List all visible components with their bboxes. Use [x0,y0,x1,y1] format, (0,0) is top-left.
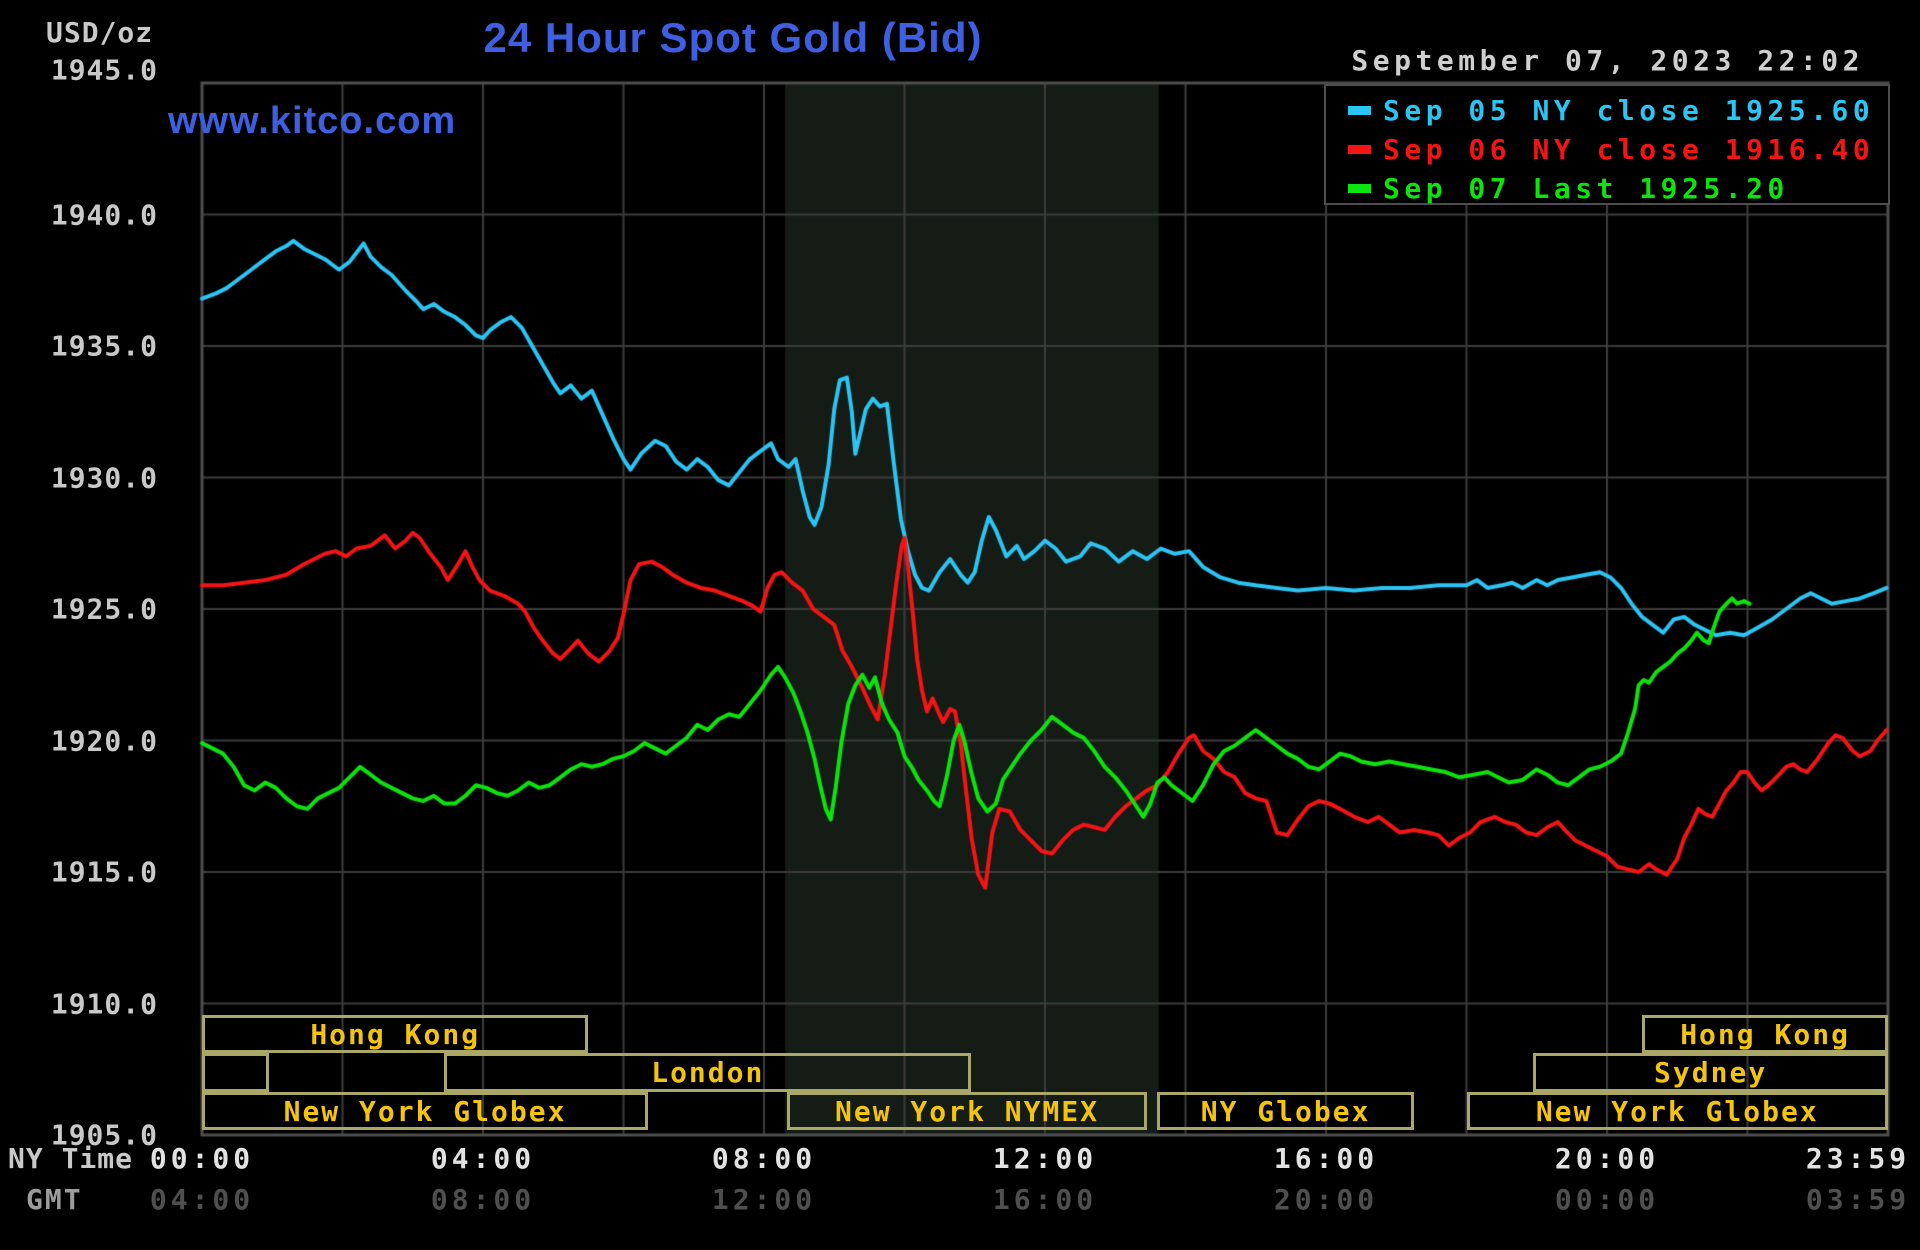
session-box-new-york-globex: New York Globex [1466,1092,1888,1130]
session-box-new-york-globex: New York Globex [202,1092,649,1130]
session-label: New York NYMEX [835,1094,1100,1128]
ny-time-tick-label: 23:59 [1805,1142,1911,1175]
chart-timestamp: September 07, 2023 22:02 [1351,44,1864,77]
y-axis-tick-label: 1940.0 [50,198,158,231]
legend-dash-swatch [1348,145,1371,154]
session-box-hong-kong: Hong Kong [1642,1015,1888,1053]
y-axis-tick-label: 1945.0 [50,53,158,87]
gmt-tick-label: 12:00 [711,1183,817,1216]
gmt-tick-label: 20:00 [1273,1183,1379,1216]
session-box [202,1053,269,1092]
session-box-sydney: Sydney [1533,1053,1888,1092]
session-box-london: London [444,1053,972,1092]
y-axis-tick-label: 1910.0 [50,987,158,1020]
legend-dash-swatch [1348,184,1371,193]
gmt-tick-label: 03:59 [1805,1183,1911,1216]
ny-time-tick-label: 20:00 [1554,1142,1660,1175]
y-axis-tick-label: 1920.0 [50,724,158,757]
page-title: 24 Hour Spot Gold (Bid) [483,14,983,61]
gmt-tick-label: 08:00 [430,1183,536,1216]
session-box-hong-kong: Hong Kong [202,1015,589,1053]
ny-time-tick-label: 08:00 [711,1142,817,1175]
legend-item-label: Sep 05 NY close 1925.60 [1383,94,1875,127]
y-axis-tick-label: 1925.0 [50,592,158,626]
y-axis-tick-label: 1915.0 [50,855,158,889]
session-label: New York Globex [1535,1094,1819,1128]
legend-item-label: Sep 07 Last 1925.20 [1383,172,1789,205]
ny-time-tick-label: 00:00 [149,1142,255,1175]
session-label: London [651,1056,765,1089]
session-label: NY Globex [1200,1094,1371,1128]
ny-time-axis-label: NY Time [8,1142,134,1175]
session-label: Hong Kong [1680,1017,1850,1051]
session-box-ny-globex: NY Globex [1157,1092,1414,1130]
legend-dash-swatch [1348,106,1371,115]
session-label: New York Globex [283,1094,567,1128]
y-axis-tick-label: 1935.0 [50,329,158,363]
session-box-new-york-nymex: New York NYMEX [787,1092,1147,1130]
y-axis-units-label: USD/oz [46,16,154,49]
session-label: Hong Kong [310,1017,481,1051]
legend-item: Sep 06 NY close 1916.40 [1326,129,1888,170]
y-axis-tick-label: 1905.0 [50,1118,158,1152]
legend-item-label: Sep 06 NY close 1916.40 [1383,133,1875,166]
gmt-axis-label: GMT [26,1183,83,1216]
gmt-tick-label: 00:00 [1554,1183,1660,1216]
legend-box: Sep 05 NY close 1925.60 Sep 06 NY close 1… [1324,84,1890,205]
gmt-tick-label: 16:00 [992,1183,1098,1216]
legend-item: Sep 07 Last 1925.20 [1326,168,1888,209]
ny-time-tick-label: 04:00 [430,1142,536,1175]
legend-item: Sep 05 NY close 1925.60 [1326,90,1888,131]
gmt-tick-label: 04:00 [149,1183,255,1216]
session-label: Sydney [1654,1056,1768,1089]
y-axis-tick-label: 1930.0 [50,461,158,494]
kitco-watermark: www.kitco.com [168,100,457,142]
ny-time-tick-label: 12:00 [992,1142,1098,1175]
ny-time-tick-label: 16:00 [1273,1142,1379,1175]
